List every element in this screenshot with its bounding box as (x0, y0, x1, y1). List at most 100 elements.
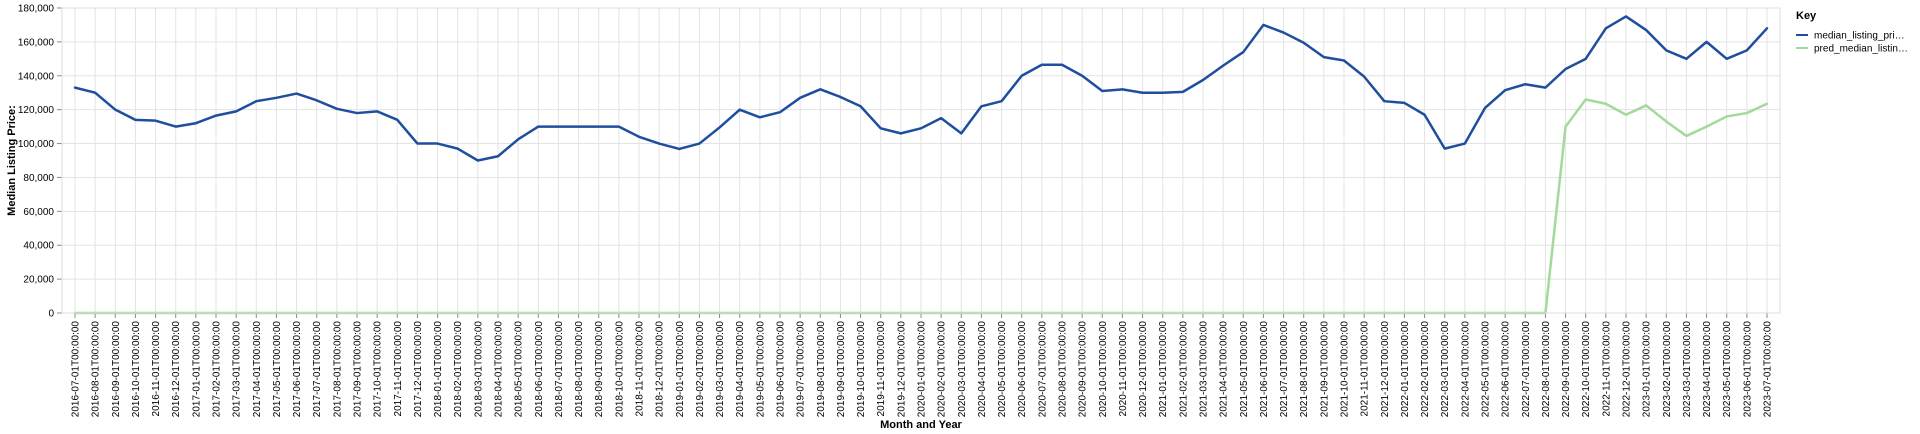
x-tick-label: 2021-01-01T00:00:00 (1158, 321, 1169, 418)
series-line (73, 15, 1769, 162)
x-tick-label: 2020-02-01T00:00:00 (937, 321, 948, 418)
plot-frame (61, 7, 1781, 314)
x-tick-label: 2016-12-01T00:00:00 (171, 321, 182, 418)
y-tick-label: 160,000 (18, 37, 55, 48)
x-tick-label: 2020-06-01T00:00:00 (1017, 321, 1028, 418)
x-tick-label: 2019-01-01T00:00:00 (675, 321, 686, 418)
x-tick-label: 2018-12-01T00:00:00 (655, 321, 666, 418)
x-tick-label: 2022-11-01T00:00:00 (1601, 321, 1612, 417)
x-tick-label: 2020-01-01T00:00:00 (917, 321, 928, 418)
x-tick-label: 2021-06-01T00:00:00 (1259, 321, 1270, 418)
x-tick-label: 2016-10-01T00:00:00 (131, 321, 142, 418)
x-tick-label: 2018-01-01T00:00:00 (433, 321, 444, 418)
x-tick-label: 2017-05-01T00:00:00 (272, 321, 283, 418)
gridlines (62, 7, 1780, 314)
y-tick-label: 140,000 (18, 71, 55, 82)
x-tick-label: 2017-06-01T00:00:00 (292, 321, 303, 418)
x-tick-label: 2018-03-01T00:00:00 (473, 321, 484, 418)
x-tick-label: 2017-10-01T00:00:00 (373, 321, 384, 418)
legend-label: pred_median_listin… (1814, 44, 1908, 55)
x-tick-label: 2017-04-01T00:00:00 (252, 321, 263, 418)
x-tick-label: 2021-11-01T00:00:00 (1360, 321, 1371, 417)
x-tick-label: 2022-02-01T00:00:00 (1420, 321, 1431, 418)
x-tick-label: 2017-11-01T00:00:00 (393, 321, 404, 417)
x-tick-label: 2017-09-01T00:00:00 (353, 321, 364, 418)
x-tick-label: 2018-05-01T00:00:00 (514, 321, 525, 418)
x-tick-label: 2021-02-01T00:00:00 (1178, 321, 1189, 418)
x-tick-label: 2021-09-01T00:00:00 (1319, 321, 1330, 418)
x-tick-label: 2017-02-01T00:00:00 (212, 321, 223, 418)
y-tick-label: 100,000 (18, 139, 55, 150)
x-tick-label: 2022-05-01T00:00:00 (1481, 321, 1492, 418)
x-tick-label: 2019-05-01T00:00:00 (755, 321, 766, 418)
x-tick-label: 2018-08-01T00:00:00 (574, 321, 585, 418)
x-tick-label: 2020-05-01T00:00:00 (997, 321, 1008, 418)
x-tick-label: 2021-12-01T00:00:00 (1380, 321, 1391, 418)
x-tick-label: 2023-03-01T00:00:00 (1682, 321, 1693, 418)
x-tick-label: 2020-03-01T00:00:00 (957, 321, 968, 418)
y-tick-label: 20,000 (23, 275, 54, 286)
y-tick-label: 120,000 (18, 105, 55, 116)
y-tick-label: 40,000 (23, 241, 54, 252)
x-tick-label: 2021-10-01T00:00:00 (1340, 321, 1351, 418)
x-tick-label: 2019-03-01T00:00:00 (715, 321, 726, 418)
x-tick-label: 2018-09-01T00:00:00 (594, 321, 605, 418)
x-tick-label: 2019-11-01T00:00:00 (876, 321, 887, 417)
x-tick-label: 2019-09-01T00:00:00 (836, 321, 847, 418)
x-tick-label: 2018-07-01T00:00:00 (554, 321, 565, 418)
x-tick-label: 2020-11-01T00:00:00 (1118, 321, 1129, 417)
x-tick-label: 2022-12-01T00:00:00 (1622, 321, 1633, 418)
x-tick-label: 2018-04-01T00:00:00 (494, 321, 505, 418)
x-tick-label: 2020-07-01T00:00:00 (1037, 321, 1048, 418)
x-tick-label: 2019-06-01T00:00:00 (776, 321, 787, 418)
x-tick-label: 2020-08-01T00:00:00 (1058, 321, 1069, 418)
x-tick-label: 2018-06-01T00:00:00 (534, 321, 545, 418)
x-tick-label: 2023-06-01T00:00:00 (1742, 321, 1753, 418)
x-tick-label: 2016-08-01T00:00:00 (91, 321, 102, 418)
x-tick-label: 2019-02-01T00:00:00 (695, 321, 706, 418)
x-tick-label: 2023-04-01T00:00:00 (1702, 321, 1713, 418)
x-tick-label: 2022-09-01T00:00:00 (1561, 321, 1572, 418)
y-tick-label: 0 (48, 309, 54, 320)
x-tick-label: 2017-03-01T00:00:00 (232, 321, 243, 418)
x-tick-label: 2023-01-01T00:00:00 (1642, 321, 1653, 418)
x-tick-label: 2018-10-01T00:00:00 (614, 321, 625, 418)
x-tick-label: 2023-05-01T00:00:00 (1722, 321, 1733, 418)
x-tick-label: 2022-04-01T00:00:00 (1460, 321, 1471, 418)
y-axis-ticks: 0 20,000 40,000 60,000 80,000 100,000 120,000 1… (18, 4, 62, 320)
x-tick-label: 2016-07-01T00:00:00 (71, 321, 82, 418)
x-axis-ticks: 2016-07-01T00:00:00 2016-08-01T00:00:00 20… (62, 312, 1780, 418)
x-tick-label: 2021-05-01T00:00:00 (1239, 321, 1250, 418)
y-tick-label: 180,000 (18, 4, 55, 15)
legend-label: median_listing_pri… (1814, 31, 1905, 42)
x-tick-label: 2022-07-01T00:00:00 (1521, 321, 1532, 418)
x-tick-label: 2022-03-01T00:00:00 (1440, 321, 1451, 418)
x-tick-label: 2016-11-01T00:00:00 (151, 321, 162, 417)
x-tick-label: 2020-04-01T00:00:00 (977, 321, 988, 418)
x-tick-label: 2021-03-01T00:00:00 (1199, 321, 1210, 418)
x-tick-label: 2019-12-01T00:00:00 (896, 321, 907, 418)
x-tick-label: 2018-11-01T00:00:00 (635, 321, 646, 417)
x-tick-label: 2020-10-01T00:00:00 (1098, 321, 1109, 418)
legend: Key median_listing_pri… pred_median_listi… (1796, 10, 1908, 55)
x-tick-label: 2021-07-01T00:00:00 (1279, 321, 1290, 418)
x-tick-label: 2017-08-01T00:00:00 (332, 321, 343, 418)
x-tick-label: 2022-08-01T00:00:00 (1541, 321, 1552, 418)
y-tick-label: 60,000 (23, 207, 54, 218)
x-tick-label: 2023-07-01T00:00:00 (1763, 321, 1774, 418)
x-tick-label: 2021-08-01T00:00:00 (1299, 321, 1310, 418)
x-tick-label: 2017-07-01T00:00:00 (312, 321, 323, 418)
x-tick-label: 2017-12-01T00:00:00 (413, 321, 424, 418)
x-tick-label: 2017-01-01T00:00:00 (191, 321, 202, 418)
y-axis-title: Median Listing Price: (6, 105, 18, 216)
x-tick-label: 2020-09-01T00:00:00 (1078, 321, 1089, 418)
x-tick-label: 2020-12-01T00:00:00 (1138, 321, 1149, 418)
x-tick-label: 2019-08-01T00:00:00 (816, 321, 827, 418)
x-tick-label: 2018-02-01T00:00:00 (453, 321, 464, 418)
x-tick-label: 2019-10-01T00:00:00 (856, 321, 867, 418)
x-tick-label: 2022-01-01T00:00:00 (1400, 321, 1411, 418)
x-tick-label: 2023-02-01T00:00:00 (1662, 321, 1673, 418)
legend-title: Key (1796, 10, 1817, 22)
x-axis-title: Month and Year (880, 419, 962, 431)
